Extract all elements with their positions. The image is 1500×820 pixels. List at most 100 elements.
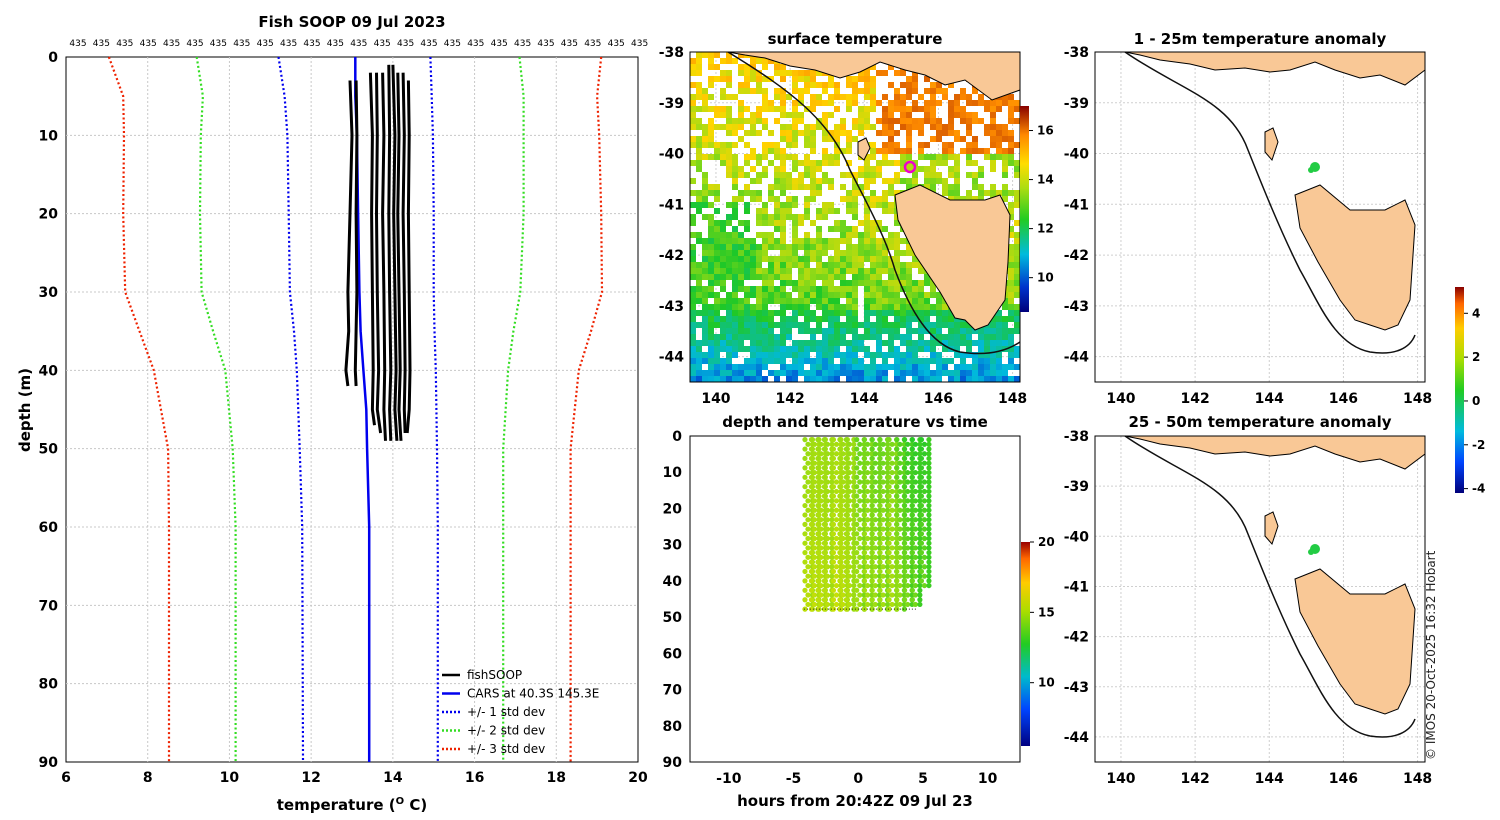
sst-pixel — [846, 328, 852, 334]
sst-pixel — [900, 178, 906, 184]
sst-pixel — [768, 220, 774, 226]
sst-pixel — [726, 340, 732, 346]
cast-point — [889, 564, 895, 570]
sst-pixel — [906, 136, 912, 142]
cast-point — [880, 460, 886, 466]
sst-pixel — [804, 256, 810, 262]
cast-point — [912, 460, 918, 466]
sst-pixel — [798, 346, 804, 352]
sst-pixel — [912, 340, 918, 346]
cast-point — [894, 512, 900, 518]
sst-pixel — [714, 190, 720, 196]
cast-point — [917, 469, 923, 476]
cast-point — [843, 512, 849, 518]
sst-pixel — [750, 196, 756, 202]
fishsoop-cast-line — [401, 72, 407, 434]
cast-point — [815, 502, 821, 509]
sst-pixel — [804, 298, 810, 304]
cast-point — [872, 469, 878, 476]
cast-point — [926, 502, 932, 509]
cast-point — [815, 455, 821, 462]
sst-pixel — [690, 370, 696, 376]
cast-point — [872, 535, 878, 542]
sst-pixel — [726, 316, 732, 322]
sst-pixel — [894, 292, 900, 298]
cast-point — [889, 582, 895, 589]
sst-pixel — [762, 244, 768, 250]
sst-pixel — [870, 190, 876, 196]
sst-pixel — [978, 166, 984, 172]
cast-point — [805, 451, 811, 457]
cast-point — [840, 517, 846, 523]
sst-pixel — [696, 286, 702, 292]
sst-pixel — [870, 256, 876, 262]
y-tick-label: -38 — [1064, 45, 1089, 61]
sst-pixel — [930, 94, 936, 100]
sst-pixel — [756, 172, 762, 178]
sst-pixel — [798, 160, 804, 166]
sst-pixel — [930, 292, 936, 298]
x-tick-label: 142 — [1180, 771, 1209, 787]
sst-pixel — [966, 340, 972, 346]
y-tick-label: -41 — [1064, 197, 1089, 213]
sst-pixel — [858, 334, 864, 340]
cast-point — [912, 573, 918, 579]
y-tick-label: 0 — [48, 50, 58, 66]
sst-pixel — [768, 238, 774, 244]
sst-pixel — [768, 310, 774, 316]
cast-point — [905, 498, 911, 504]
sst-pixel — [894, 178, 900, 184]
sst-pixel — [774, 322, 780, 328]
sst-pixel — [750, 346, 756, 352]
cast-point — [821, 484, 827, 490]
cast-point — [894, 540, 900, 546]
sst-pixel — [810, 220, 816, 226]
sst-pixel — [756, 232, 762, 238]
sst-pixel — [744, 310, 750, 316]
sst-pixel — [888, 340, 894, 346]
sst-pixel — [936, 310, 942, 316]
sst-pixel — [942, 346, 948, 352]
cast-point — [926, 507, 932, 513]
cast-point — [926, 460, 932, 466]
cast-point — [846, 498, 852, 504]
sst-pixel — [870, 106, 876, 112]
cast-point — [840, 545, 846, 551]
anom2-axes — [1094, 435, 1426, 763]
sst-pixel — [882, 106, 888, 112]
sst-pixel — [936, 88, 942, 94]
depthtime-axes — [689, 435, 1021, 763]
sst-pixel — [864, 172, 870, 178]
sst-pixel — [918, 340, 924, 346]
sst-pixel — [744, 322, 750, 328]
sst-pixel — [1014, 196, 1020, 202]
sst-pixel — [894, 352, 900, 358]
cast-point — [909, 493, 915, 499]
sst-pixel — [864, 124, 870, 130]
cast-point — [917, 479, 923, 485]
cast-point — [918, 540, 925, 546]
sst-pixel — [726, 118, 732, 124]
legend-label: +/- 2 std dev — [467, 724, 545, 738]
sst-pixel — [864, 178, 870, 184]
sst-pixel — [816, 184, 822, 190]
cast-point — [821, 540, 827, 546]
cast-point — [886, 568, 892, 575]
sst-pixel — [972, 178, 978, 184]
cast-point — [840, 535, 846, 542]
sst-pixel — [792, 154, 798, 160]
sst-pixel — [702, 262, 708, 268]
sst-pixel — [900, 160, 906, 166]
sst-pixel — [870, 364, 876, 370]
sst-pixel — [786, 346, 792, 352]
cast-point — [869, 568, 875, 575]
sst-pixel — [810, 100, 816, 106]
y-tick-label: -41 — [659, 197, 684, 213]
cast-point — [833, 507, 840, 513]
sst-pixel — [804, 184, 810, 190]
sst-pixel — [822, 376, 828, 382]
sst-pixel — [774, 208, 780, 214]
sst-pixel — [936, 130, 942, 136]
colorbar-tick-label: 2 — [1472, 350, 1480, 364]
sst-pixel — [888, 130, 894, 136]
